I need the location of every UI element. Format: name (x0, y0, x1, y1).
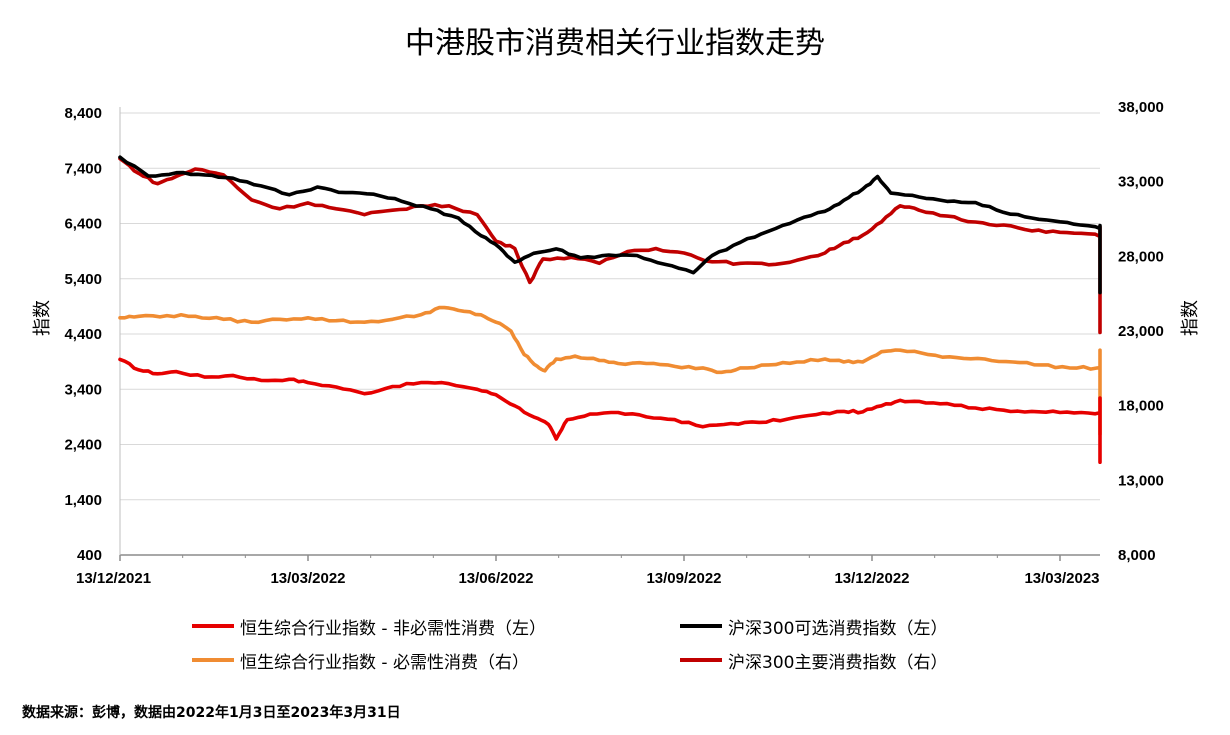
right-axis-ticks: 38,000 33,000 28,000 23,000 18,000 13,000 8,00… (1118, 99, 1164, 564)
grid-lines (120, 112, 1100, 501)
left-tick-label: 5,400 (64, 271, 102, 288)
source-note: 数据来源：彭博，数据由2022年1月3日至2023年3月31日 (22, 705, 401, 721)
right-axis-label: 指数 (1180, 300, 1201, 336)
legend-item-hs-staples: 恒生综合行业指数 - 必需性消费（右） (192, 646, 529, 674)
legend: 恒生综合行业指数 - 非必需性消费（左） 沪深300可选消费指数（左） 恒生综合… (0, 612, 1230, 676)
legend-label: 恒生综合行业指数 - 必需性消费（右） (240, 652, 529, 673)
x-axis-ticks: 13/12/2021 13/03/2022 13/06/2022 13/09/2022… (76, 555, 1100, 587)
series-line-2 (118, 305, 1102, 436)
series-line-1 (118, 155, 1102, 295)
legend-swatch (680, 658, 722, 662)
right-tick-label: 38,000 (1118, 99, 1164, 116)
legend-item-csi-discretionary: 沪深300可选消费指数（左） (680, 612, 947, 640)
chart-title: 中港股市消费相关行业指数走势 (405, 26, 825, 61)
chart-svg: 8,400 7,400 6,400 5,400 4,400 3,400 2,400 1,400… (32, 99, 1201, 587)
axes (119, 107, 1100, 556)
right-tick-label: 28,000 (1118, 248, 1164, 265)
left-tick-label: 1,400 (64, 492, 102, 509)
left-tick-label: 400 (77, 547, 102, 564)
series-line-0 (118, 357, 1102, 464)
x-tick-label: 13/09/2022 (646, 570, 721, 587)
legend-swatch (192, 658, 234, 662)
legend-swatch (192, 624, 234, 628)
left-tick-label: 7,400 (64, 160, 102, 177)
left-tick-label: 2,400 (64, 437, 102, 454)
legend-label: 恒生综合行业指数 - 非必需性消费（左） (240, 618, 546, 639)
left-tick-label: 4,400 (64, 326, 102, 343)
series-layer (118, 155, 1102, 464)
right-tick-label: 23,000 (1118, 323, 1164, 340)
right-tick-label: 33,000 (1118, 174, 1164, 191)
right-tick-label: 8,000 (1118, 547, 1156, 564)
legend-item-csi-staples: 沪深300主要消费指数（右） (680, 646, 947, 674)
x-tick-label: 13/03/2022 (270, 570, 345, 587)
x-tick-label: 13/03/2023 (1024, 570, 1099, 587)
x-tick-label: 13/12/2021 (76, 570, 151, 587)
legend-item-hs-discretionary: 恒生综合行业指数 - 非必需性消费（左） (192, 612, 546, 640)
series-line-3 (118, 156, 1102, 335)
legend-label: 沪深300可选消费指数（左） (728, 618, 948, 639)
left-axis-label: 指数 (32, 300, 53, 336)
x-tick-label: 13/06/2022 (458, 570, 533, 587)
right-tick-label: 13,000 (1118, 472, 1164, 489)
left-tick-label: 6,400 (64, 216, 102, 233)
right-tick-label: 18,000 (1118, 398, 1164, 415)
left-tick-label: 3,400 (64, 381, 102, 398)
legend-label: 沪深300主要消费指数（右） (728, 652, 948, 673)
left-tick-label: 8,400 (64, 105, 102, 122)
legend-swatch (680, 624, 722, 628)
x-tick-label: 13/12/2022 (834, 570, 909, 587)
left-axis-ticks: 8,400 7,400 6,400 5,400 4,400 3,400 2,400 1,400… (64, 105, 102, 564)
